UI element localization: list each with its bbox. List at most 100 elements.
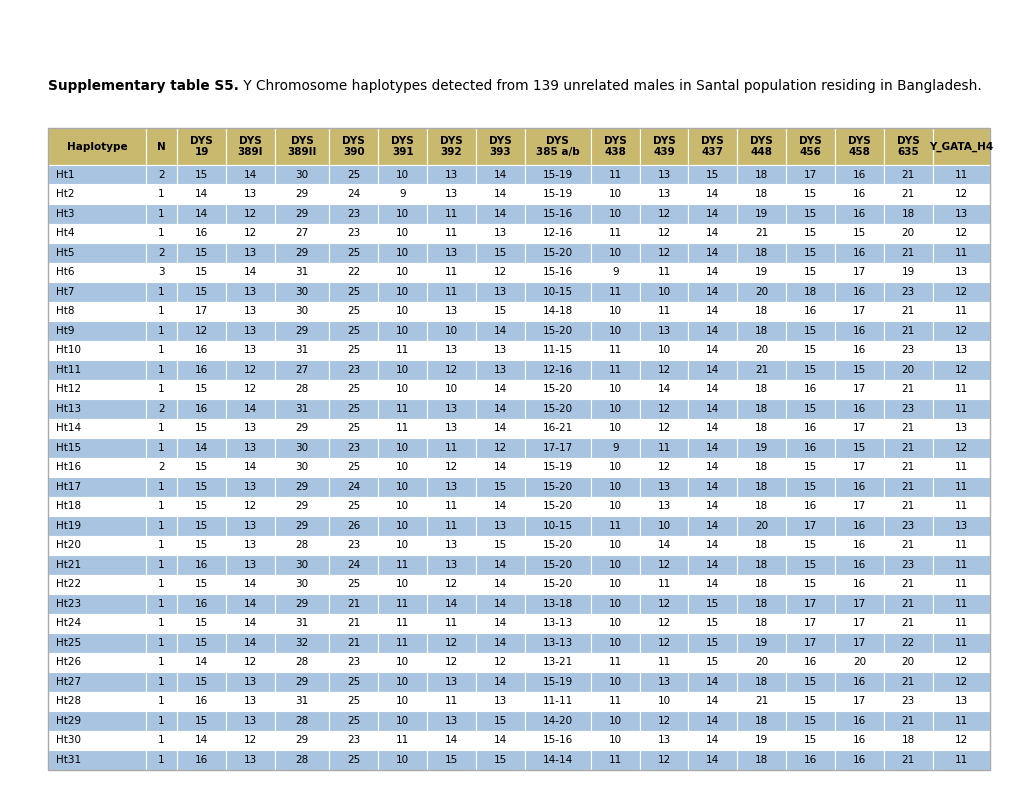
Bar [786, 614, 835, 633]
Text: 16: 16 [852, 325, 865, 336]
Bar [835, 321, 882, 340]
Bar [882, 594, 931, 614]
Bar [427, 614, 476, 633]
Text: 23: 23 [346, 541, 360, 550]
Text: 18: 18 [754, 169, 767, 180]
Bar [427, 418, 476, 438]
Text: 1: 1 [158, 443, 165, 453]
Bar [427, 360, 476, 380]
Bar [882, 165, 931, 184]
Text: 1: 1 [158, 697, 165, 706]
Text: 13: 13 [444, 481, 458, 492]
Text: 16: 16 [195, 599, 208, 609]
Text: 13: 13 [657, 735, 671, 745]
Bar [931, 730, 989, 750]
Text: 11: 11 [954, 637, 967, 648]
Bar [378, 750, 427, 770]
Bar [931, 516, 989, 536]
Bar [688, 380, 737, 399]
Bar [688, 438, 737, 458]
Text: 21: 21 [901, 247, 914, 258]
Bar [737, 224, 786, 243]
Text: 19: 19 [754, 209, 767, 219]
Bar [590, 555, 639, 574]
Bar [835, 438, 882, 458]
Text: 13-21: 13-21 [542, 657, 573, 667]
Text: 21: 21 [754, 229, 767, 238]
Text: 13: 13 [244, 247, 257, 258]
Text: 15-19: 15-19 [542, 463, 573, 472]
Bar [931, 282, 989, 302]
Bar [524, 692, 590, 711]
Bar [931, 204, 989, 224]
Bar [786, 672, 835, 692]
Bar [590, 438, 639, 458]
Bar [590, 477, 639, 496]
Text: 14: 14 [705, 521, 718, 531]
Text: 14: 14 [493, 189, 506, 199]
Text: 12: 12 [444, 579, 458, 589]
Bar [639, 399, 688, 418]
Text: 10: 10 [608, 423, 622, 433]
Bar [590, 302, 639, 321]
Bar [226, 243, 274, 262]
Bar [882, 477, 931, 496]
Text: 14: 14 [195, 209, 208, 219]
Text: 16: 16 [195, 345, 208, 355]
Text: 14: 14 [705, 501, 718, 511]
Bar [476, 128, 524, 165]
Bar [226, 672, 274, 692]
Bar [274, 321, 329, 340]
Bar [737, 594, 786, 614]
Bar [737, 574, 786, 594]
Text: 12: 12 [657, 423, 671, 433]
Text: 10: 10 [395, 521, 409, 531]
Text: 13: 13 [444, 716, 458, 726]
Text: 14: 14 [493, 677, 506, 687]
Bar [590, 165, 639, 184]
Bar [329, 730, 378, 750]
Text: 11: 11 [954, 579, 967, 589]
Bar [177, 282, 226, 302]
Bar [177, 516, 226, 536]
Bar [329, 204, 378, 224]
Text: 15: 15 [803, 247, 816, 258]
Bar [524, 652, 590, 672]
Text: 1: 1 [158, 189, 165, 199]
Bar [274, 418, 329, 438]
Text: 18: 18 [754, 501, 767, 511]
Bar [639, 380, 688, 399]
Bar [786, 262, 835, 282]
Text: 21: 21 [901, 755, 914, 764]
Text: 10: 10 [395, 501, 409, 511]
Bar [688, 652, 737, 672]
Bar [835, 128, 882, 165]
Bar [274, 574, 329, 594]
Text: 14: 14 [705, 267, 718, 277]
Bar [177, 360, 226, 380]
Bar [226, 750, 274, 770]
Bar [427, 282, 476, 302]
Text: 25: 25 [346, 463, 360, 472]
Text: 1: 1 [158, 657, 165, 667]
Bar [639, 594, 688, 614]
Text: 15-20: 15-20 [542, 559, 573, 570]
Bar [146, 418, 177, 438]
Text: Ht18: Ht18 [56, 501, 81, 511]
Bar [737, 204, 786, 224]
Text: 21: 21 [901, 599, 914, 609]
Bar [882, 458, 931, 477]
Text: 16: 16 [195, 403, 208, 414]
Text: 14: 14 [493, 619, 506, 628]
Bar [378, 477, 427, 496]
Bar [378, 516, 427, 536]
Bar [329, 165, 378, 184]
Bar [688, 496, 737, 516]
Text: 11: 11 [657, 579, 671, 589]
Bar [931, 321, 989, 340]
Text: 15-20: 15-20 [542, 541, 573, 550]
Text: 1: 1 [158, 385, 165, 394]
Bar [931, 243, 989, 262]
Bar [226, 224, 274, 243]
Text: Ht14: Ht14 [56, 423, 81, 433]
